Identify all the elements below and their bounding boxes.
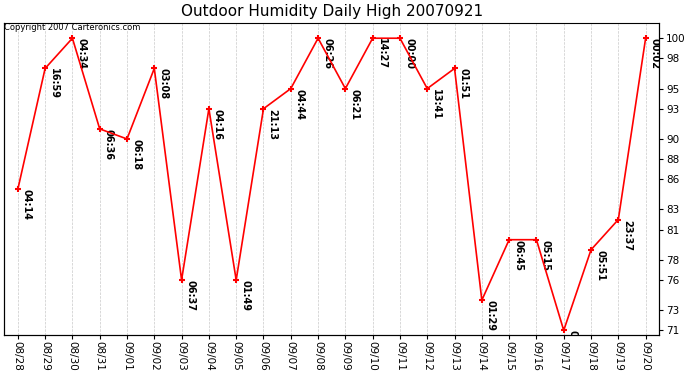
Text: 01:49: 01:49 [240,280,250,311]
Text: 00:00: 00:00 [404,38,414,69]
Text: 06:00: 06:00 [568,330,578,362]
Text: 03:08: 03:08 [159,69,168,100]
Text: 04:16: 04:16 [213,109,223,140]
Text: 06:18: 06:18 [131,139,141,170]
Text: 06:21: 06:21 [349,88,359,120]
Text: 01:51: 01:51 [459,69,469,99]
Text: 06:37: 06:37 [186,280,196,311]
Text: 14:27: 14:27 [377,38,387,69]
Text: 16:59: 16:59 [49,69,59,99]
Text: 05:15: 05:15 [540,240,551,271]
Text: 06:36: 06:36 [104,129,114,160]
Text: 04:44: 04:44 [295,88,305,120]
Text: Copyright 2007 Carteronics.com: Copyright 2007 Carteronics.com [4,23,141,32]
Text: 05:51: 05:51 [595,250,605,281]
Text: 04:34: 04:34 [77,38,86,69]
Text: 04:14: 04:14 [22,189,32,220]
Text: 00:02: 00:02 [650,38,660,69]
Text: 23:37: 23:37 [622,219,633,251]
Text: 13:41: 13:41 [431,88,442,120]
Text: 21:13: 21:13 [268,109,277,140]
Text: 01:29: 01:29 [486,300,496,331]
Title: Outdoor Humidity Daily High 20070921: Outdoor Humidity Daily High 20070921 [181,4,483,19]
Text: 06:26: 06:26 [322,38,332,69]
Text: 06:45: 06:45 [513,240,523,271]
